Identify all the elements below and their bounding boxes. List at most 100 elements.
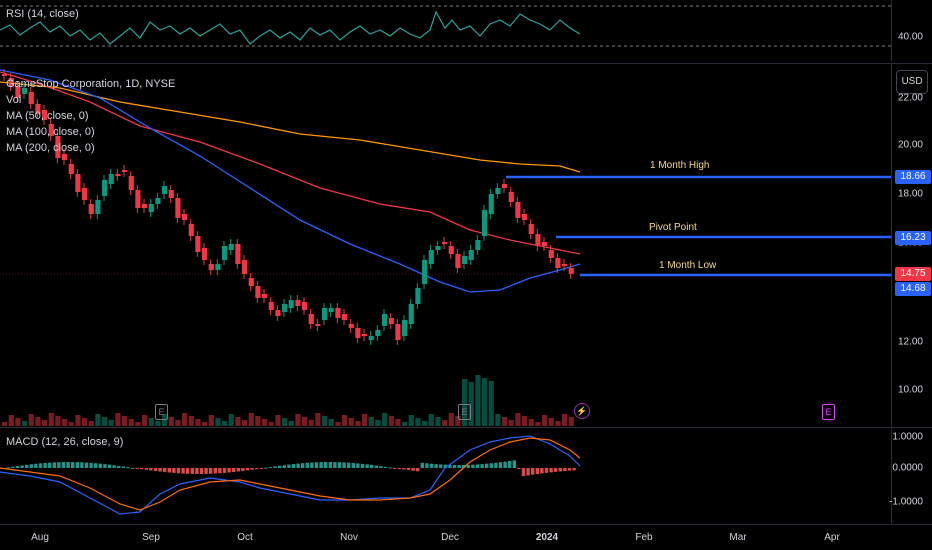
macd-line bbox=[0, 435, 581, 515]
macd-histogram-bar bbox=[153, 468, 158, 472]
volume-bar bbox=[28, 414, 34, 426]
candle-body bbox=[148, 204, 154, 212]
macd-histogram-bar bbox=[374, 465, 378, 468]
volume-bar bbox=[502, 417, 508, 426]
volume-bar bbox=[168, 417, 174, 426]
macd-histogram-bar bbox=[163, 468, 167, 473]
candle-body bbox=[188, 224, 194, 236]
volume-bar bbox=[128, 419, 134, 426]
volume-bar bbox=[448, 413, 454, 426]
macd-legend[interactable]: MACD (12, 26, close, 9) bbox=[6, 436, 124, 448]
time-tick: Apr bbox=[824, 532, 840, 543]
volume-bar bbox=[342, 415, 348, 426]
macd-histogram-bar bbox=[29, 464, 33, 468]
candle-body bbox=[115, 174, 121, 176]
macd-histogram-bar bbox=[517, 468, 521, 469]
macd-histogram-bar bbox=[250, 468, 254, 470]
macd-histogram-bar bbox=[282, 465, 286, 468]
macd-histogram-bar bbox=[351, 463, 355, 468]
candle-body bbox=[255, 286, 261, 298]
candle-body bbox=[335, 308, 341, 318]
candle-body bbox=[415, 288, 421, 304]
candle-body bbox=[315, 324, 321, 326]
macd-pane[interactable]: MACD (12, 26, close, 9) bbox=[0, 428, 891, 523]
month-low-tag: 14.68 bbox=[895, 282, 931, 296]
pane-separator[interactable] bbox=[0, 524, 932, 525]
volume-bar bbox=[322, 416, 328, 426]
macd-histogram-bar bbox=[135, 468, 139, 469]
macd-histogram-bar bbox=[287, 464, 291, 468]
macd-histogram-bar bbox=[494, 462, 498, 468]
volume-bar bbox=[162, 414, 168, 426]
macd-histogram-bar bbox=[420, 462, 424, 468]
macd-histogram-bar bbox=[319, 462, 323, 468]
ma200-legend[interactable]: MA (200, close, 0) bbox=[6, 142, 95, 154]
rsi-legend[interactable]: RSI (14, close) bbox=[6, 8, 79, 20]
macd-histogram-bar bbox=[531, 468, 535, 475]
volume-bar bbox=[222, 421, 228, 426]
macd-histogram-bar bbox=[540, 468, 544, 474]
macd-histogram-bar bbox=[356, 463, 360, 468]
macd-axis[interactable]: 1.0000 0.0000 -1.0000 bbox=[889, 428, 932, 523]
macd-histogram-bar bbox=[333, 462, 337, 468]
candle-body bbox=[422, 260, 428, 284]
volume-bar bbox=[475, 375, 481, 426]
ma100-legend[interactable]: MA (100, close, 0) bbox=[6, 126, 95, 138]
macd-histogram-bar bbox=[466, 464, 470, 468]
volume-bar bbox=[202, 422, 208, 426]
macd-histogram-bar bbox=[80, 462, 84, 468]
time-tick: Aug bbox=[31, 532, 49, 543]
candle-body bbox=[355, 328, 361, 338]
main-pane[interactable]: GameStop Corporation, 1D, NYSE Vol MA (5… bbox=[0, 64, 891, 426]
lightning-icon[interactable]: ⚡ bbox=[574, 403, 590, 419]
volume-bar bbox=[362, 414, 368, 426]
month-high-tag: 18.66 bbox=[895, 170, 931, 184]
candle-body bbox=[502, 184, 508, 188]
macd-histogram-bar bbox=[526, 468, 530, 476]
volume-bar bbox=[302, 417, 308, 426]
candle-body bbox=[468, 250, 474, 260]
macd-histogram-bar bbox=[107, 464, 112, 468]
price-tick: 10.00 bbox=[897, 384, 923, 396]
ma50-legend[interactable]: MA (50, close, 0) bbox=[6, 110, 89, 122]
volume-bar bbox=[415, 418, 421, 426]
time-tick: Dec bbox=[441, 532, 459, 543]
volume-bar bbox=[35, 417, 41, 426]
volume-bar bbox=[315, 413, 321, 426]
month-low-label: 1 Month Low bbox=[659, 260, 717, 271]
volume-bar bbox=[122, 416, 128, 426]
candle-body bbox=[55, 136, 61, 158]
volume-bar bbox=[102, 417, 108, 426]
macd-histogram-bar bbox=[213, 468, 217, 474]
macd-histogram-bar bbox=[222, 468, 227, 473]
candle-body bbox=[142, 204, 148, 208]
pivot-point-label: Pivot Point bbox=[649, 222, 697, 233]
macd-histogram-bar bbox=[301, 463, 305, 468]
candle-body bbox=[88, 204, 94, 214]
candle-body bbox=[215, 264, 221, 270]
earnings-icon[interactable]: E bbox=[155, 404, 168, 420]
symbol-legend[interactable]: GameStop Corporation, 1D, NYSE bbox=[6, 78, 176, 90]
rsi-axis[interactable]: 40.00 bbox=[891, 0, 932, 62]
earnings-icon-future[interactable]: E bbox=[822, 404, 835, 420]
volume-bar bbox=[15, 418, 21, 426]
macd-histogram-bar bbox=[6, 467, 10, 469]
candle-body bbox=[235, 244, 241, 264]
pane-separator[interactable] bbox=[0, 63, 932, 64]
macd-histogram-bar bbox=[544, 468, 549, 473]
rsi-line bbox=[0, 10, 581, 45]
macd-histogram-bar bbox=[15, 466, 20, 468]
rsi-pane[interactable]: RSI (14, close) bbox=[0, 0, 891, 62]
candle-body bbox=[268, 302, 274, 310]
currency-button[interactable]: USD bbox=[896, 70, 928, 94]
pane-separator[interactable] bbox=[0, 427, 932, 428]
volume-bar bbox=[42, 420, 48, 426]
vol-legend[interactable]: Vol bbox=[6, 94, 22, 106]
macd-histogram-bar bbox=[439, 464, 443, 468]
price-tick: 18.00 bbox=[897, 188, 923, 200]
earnings-icon-dec[interactable]: E bbox=[458, 404, 471, 420]
price-axis[interactable]: USD 22.00 20.00 18.00 16.00 12.00 10.00 … bbox=[891, 64, 932, 426]
main-legend[interactable]: GameStop Corporation, 1D, NYSE Vol MA (5… bbox=[6, 76, 175, 156]
candle-body bbox=[295, 300, 301, 306]
macd-histogram-bar bbox=[71, 462, 75, 468]
